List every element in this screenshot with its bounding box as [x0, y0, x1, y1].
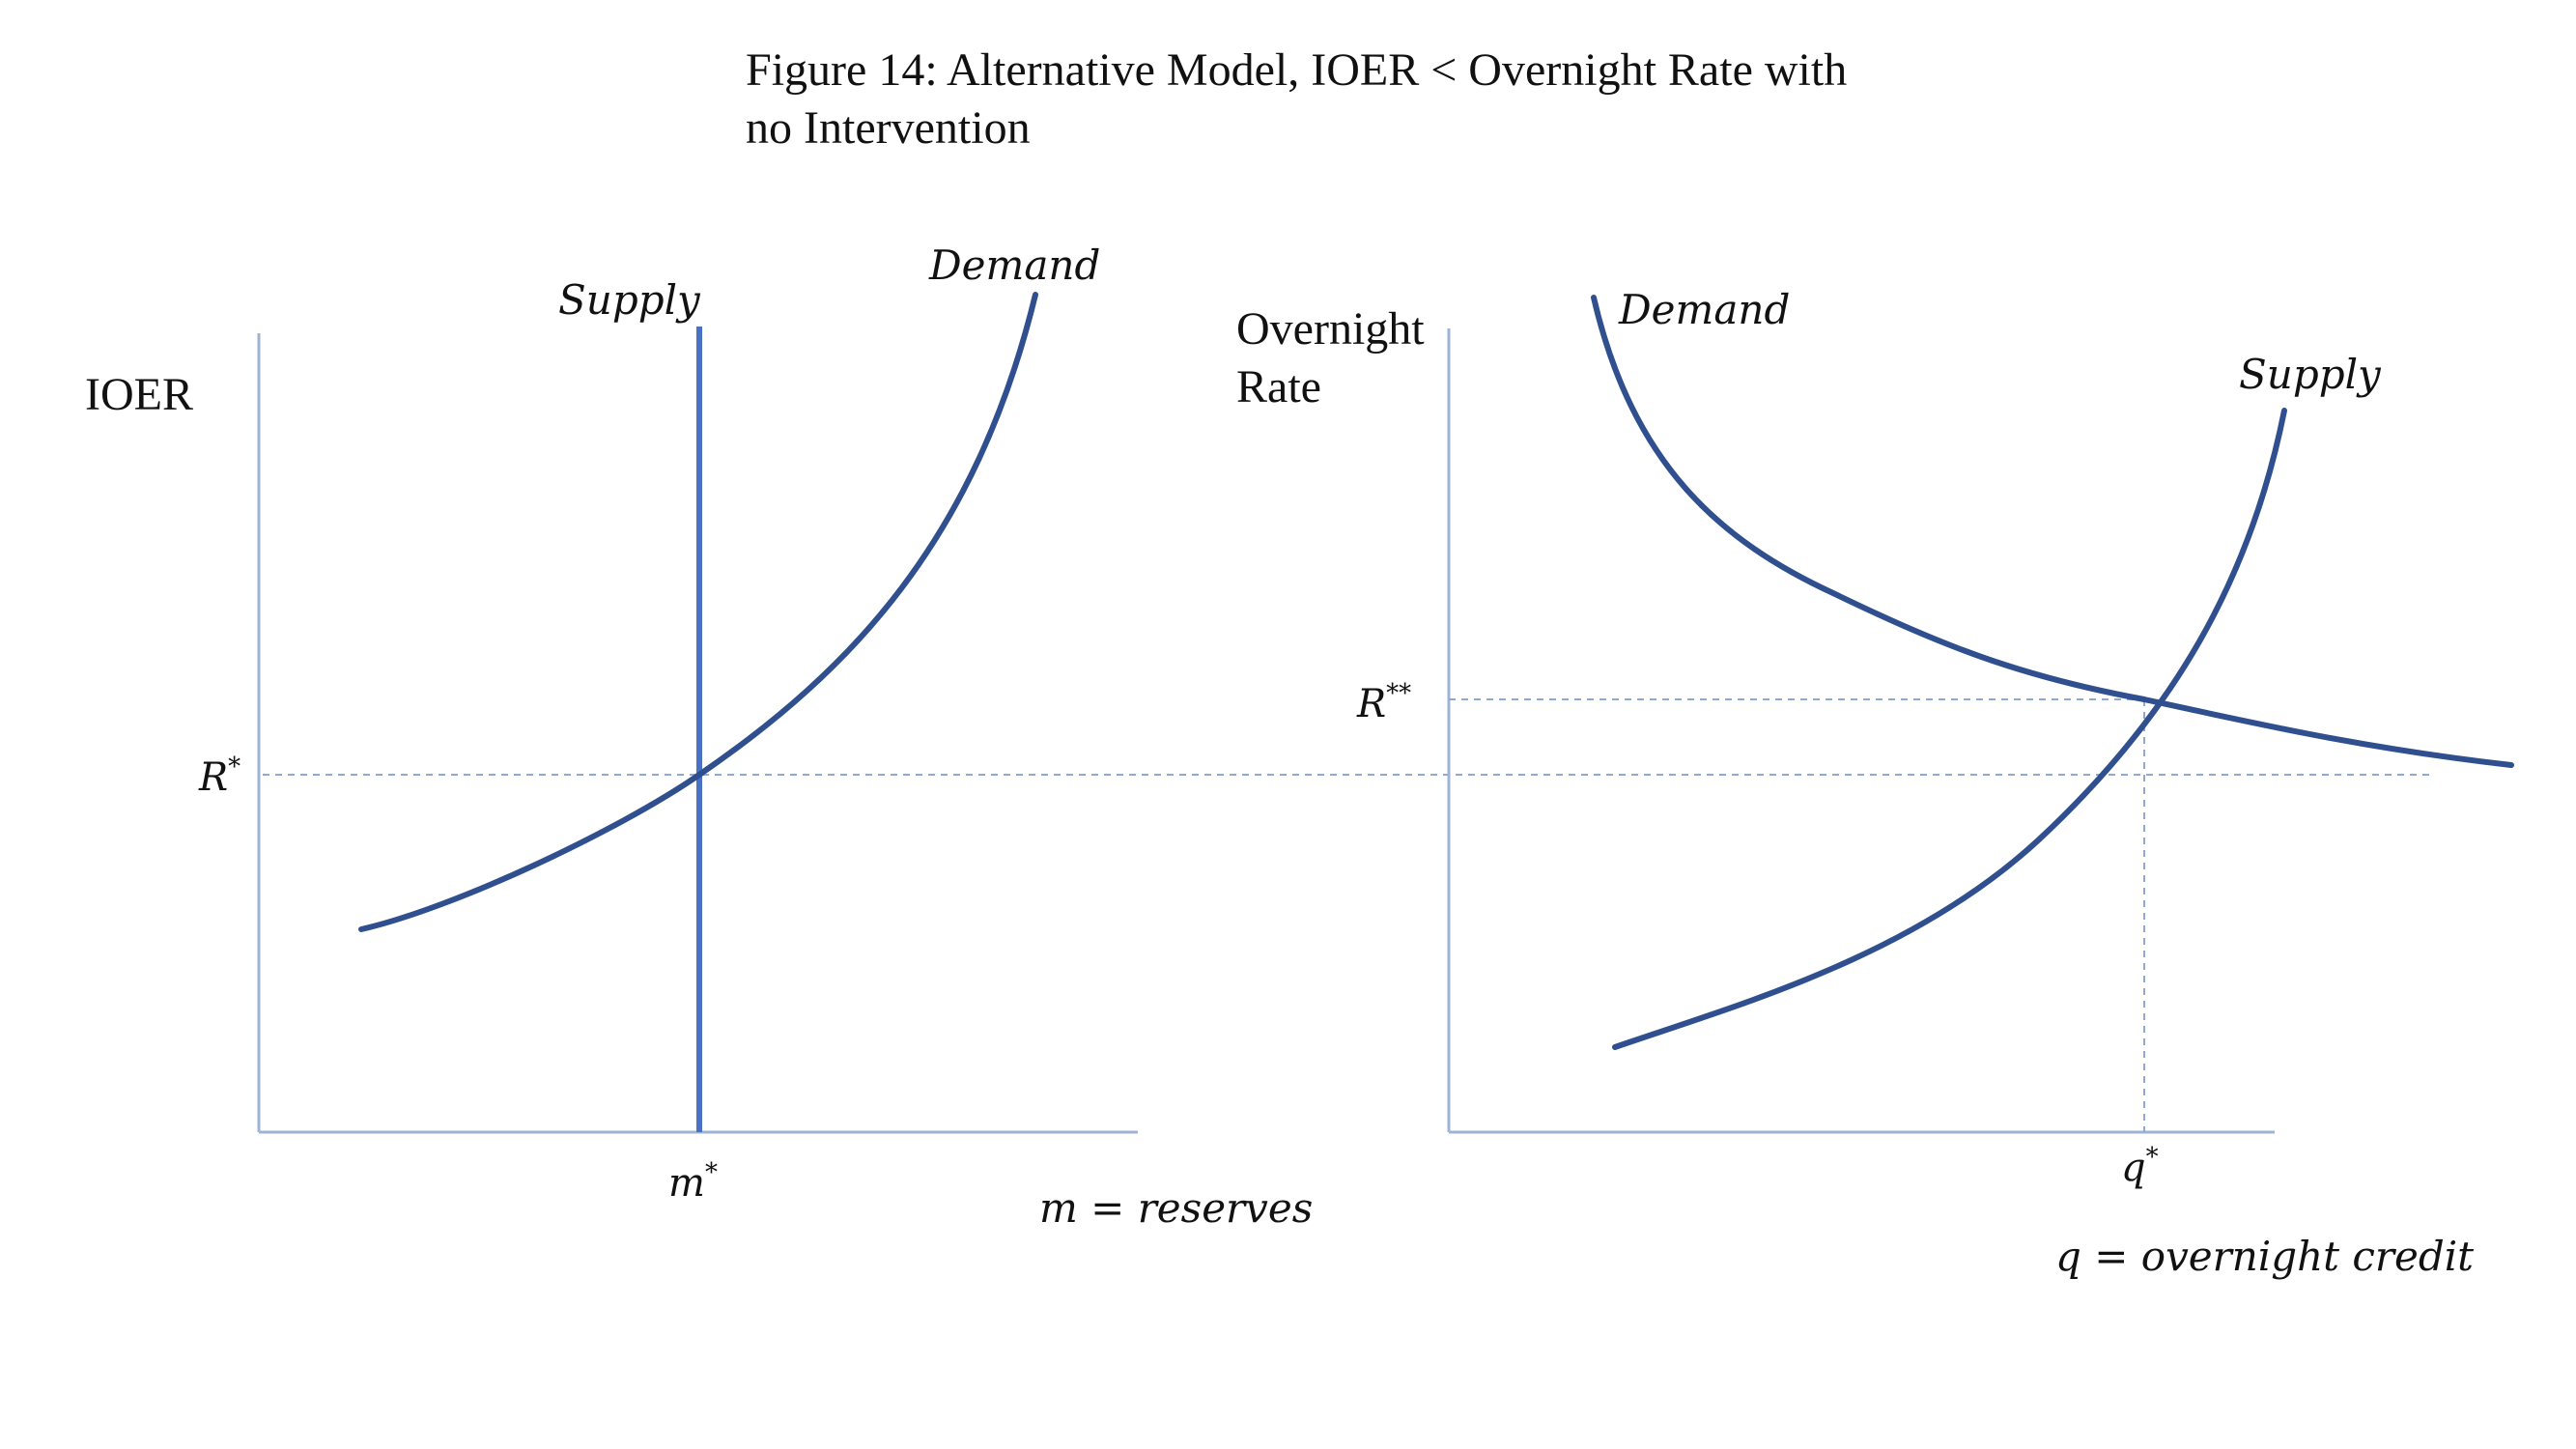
right-x-variable-label: q = overnight credit [2055, 1233, 2474, 1280]
left-x-variable-label: m = reserves [1039, 1184, 1313, 1232]
figure-title-line-1: Figure 14: Alternative Model, IOER < Ove… [746, 44, 1847, 96]
right-demand-label: Demand [1618, 286, 1790, 333]
r-double-star-label: R** [1356, 679, 1411, 726]
left-demand-label: Demand [928, 242, 1100, 289]
left-demand-curve [358, 292, 1038, 932]
left-y-axis-label: IOER [85, 369, 193, 420]
right-supply-label: Supply [2239, 351, 2382, 398]
r-star-label: R* [198, 753, 241, 800]
m-star-label: m* [668, 1158, 718, 1206]
right-y-axis-label-line-2: Rate [1236, 361, 1321, 412]
right-panel: Overnight Rate Demand Supply R** q* q = … [1236, 286, 2514, 1280]
left-supply-label: Supply [558, 276, 701, 324]
right-supply-curve [1612, 408, 2287, 1050]
right-y-axis-label-line-1: Overnight [1236, 303, 1425, 355]
right-demand-curve [1591, 295, 2514, 768]
figure-title-line-2: no Intervention [746, 102, 1031, 154]
left-panel: IOER Supply Demand R* m* m = reserves [85, 242, 2434, 1232]
q-star-label: q* [2121, 1143, 2159, 1190]
